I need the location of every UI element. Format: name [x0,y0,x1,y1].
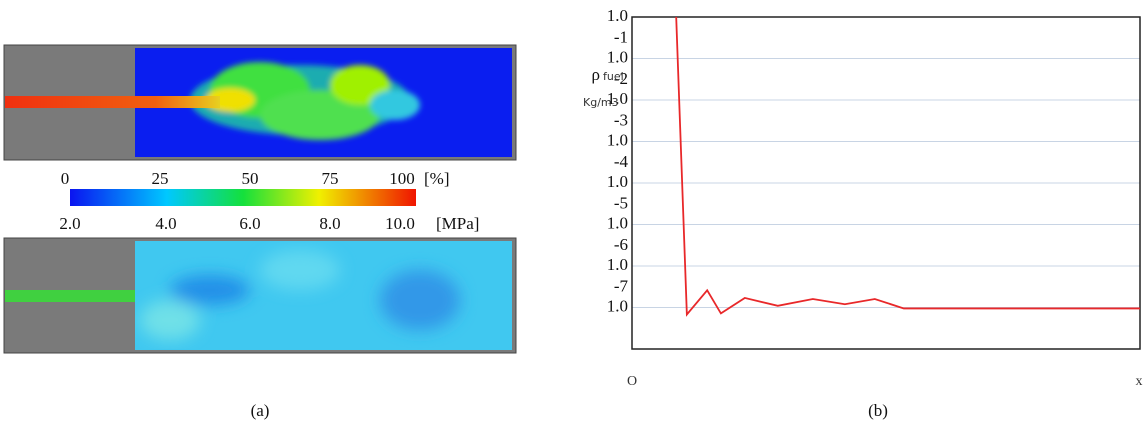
y-tick-label: 1.0 [607,6,628,25]
y-axis-label-sub: fuel [603,70,624,83]
y-tick-label: 1.0 [607,172,628,191]
percent-label: 100 [389,169,415,188]
y-tick-label: 1.0 [607,213,628,232]
percent-unit: [%] [424,169,449,188]
percent-label: 50 [242,169,259,188]
y-axis-unit: Kg/m3 [583,96,619,109]
chart: 1.01.0-11.0-21.0-31.0-41.0-51.0-61.0-7ρ f… [583,6,1143,389]
caption: (b) [868,401,888,420]
y-tick-label: 1.0 [607,47,628,66]
plot-frame [631,16,1141,350]
caption: (a) [251,401,270,420]
y-tick-exponent: -4 [614,152,629,171]
pressure-label: 2.0 [59,214,80,233]
pressure-label: 8.0 [319,214,340,233]
percent-label: 0 [61,169,70,188]
y-tick-label: 1.0 [607,130,628,149]
y-tick-exponent: -3 [614,110,628,129]
colorbar [70,189,416,206]
y-tick-exponent: -1 [614,27,628,46]
pressure-label: 4.0 [155,214,176,233]
data-line [675,16,1140,317]
percent-label: 25 [152,169,169,188]
y-tick-label: 1.0 [607,255,628,274]
y-tick-exponent: -7 [614,276,629,295]
void-fraction-image [3,44,517,161]
y-tick-label: 1.0 [607,296,628,315]
y-axis-label: ρ [592,65,600,84]
y-tick-exponent: -5 [614,193,628,212]
y-tick-label: 1.0 [607,89,628,108]
y-tick-exponent: -6 [614,235,628,254]
y-tick-exponent: -2 [614,69,628,88]
pressure-label: 10.0 [385,214,415,233]
pressure-label: 6.0 [239,214,260,233]
x-origin-label: O [627,374,637,389]
pressure-image [3,237,517,354]
x-axis-label: x [1136,374,1143,389]
pressure-unit: [MPa] [436,214,479,233]
percent-label: 75 [322,169,339,188]
